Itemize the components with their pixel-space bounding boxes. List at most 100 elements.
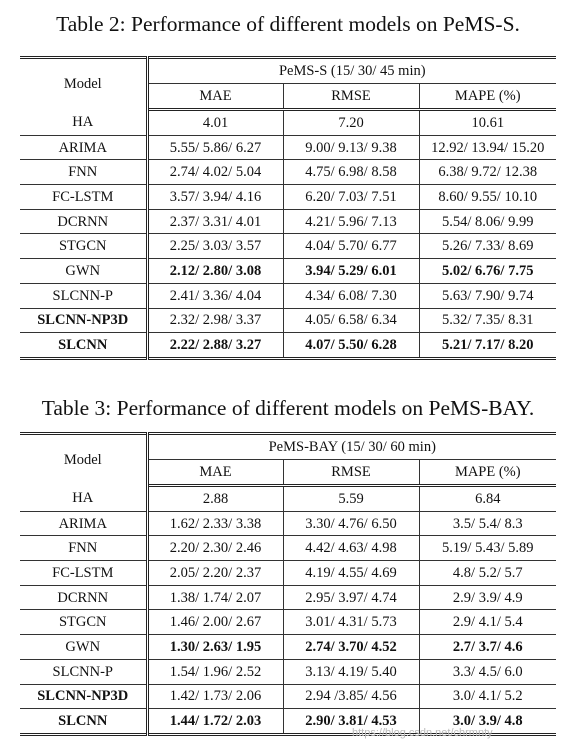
mape-value: 2.9/ 3.9/ 4.9 (418, 585, 557, 611)
model-header: Model (20, 57, 149, 110)
mae-value: 1.30/ 2.63/ 1.95 (147, 634, 283, 660)
mae-value: 1.46/ 2.00/ 2.67 (147, 609, 283, 636)
mae-value: 2.88 (147, 485, 283, 512)
mae-value: 1.44/ 1.72/ 2.03 (169, 713, 262, 730)
table-row: HA 2.88 5.59 6.84 (20, 485, 557, 512)
column-header-rmse: RMSE (282, 83, 419, 111)
mape-value: 4.8/ 5.2/ 5.7 (418, 560, 557, 586)
mape-value: 2.9/ 4.1/ 5.4 (418, 609, 557, 636)
model-name: FC-LSTM (20, 560, 149, 586)
table-row: DCRNN 2.37/ 3.31/ 4.01 4.21/ 5.96/ 7.13 … (20, 209, 557, 235)
table3: Model PeMS-BAY (15/ 30/ 60 min) MAE RMSE… (20, 432, 557, 736)
model-name: SLCNN-P (20, 659, 149, 685)
mae-value: 2.22/ 2.88/ 3.27 (169, 337, 262, 354)
table-row: FC-LSTM 2.05/ 2.20/ 2.37 4.19/ 4.55/ 4.6… (20, 560, 557, 586)
mape-value: 5.63/ 7.90/ 9.74 (418, 283, 557, 309)
table-row: FNN 2.74/ 4.02/ 5.04 4.75/ 6.98/ 8.58 6.… (20, 159, 557, 186)
rmse-value: 3.30/ 4.76/ 6.50 (282, 511, 419, 537)
rmse-value: 6.20/ 7.03/ 7.51 (282, 184, 419, 210)
mape-value: 6.84 (418, 485, 557, 512)
model-name: STGCN (20, 609, 149, 636)
rmse-value: 4.19/ 4.55/ 4.69 (282, 560, 419, 586)
mape-value: 6.38/ 9.72/ 12.38 (418, 159, 557, 186)
table-row: STGCN 1.46/ 2.00/ 2.67 3.01/ 4.31/ 5.73 … (20, 609, 557, 636)
table-row: SLCNN 1.44/ 1.72/ 2.03 2.90/ 3.81/ 4.53 … (20, 708, 557, 735)
rmse-value: 2.90/ 3.81/ 4.53 (282, 708, 419, 735)
column-header-mape: MAPE (%) (418, 459, 557, 487)
mae-value: 2.37/ 3.31/ 4.01 (147, 209, 283, 235)
rmse-value: 4.34/ 6.08/ 7.30 (282, 283, 419, 309)
mae-value: 1.62/ 2.33/ 3.38 (147, 511, 283, 537)
mae-value: 4.01 (147, 109, 283, 136)
dataset-group-header: PeMS-BAY (15/ 30/ 60 min) (147, 433, 557, 460)
mape-value: 5.02/ 6.76/ 7.75 (418, 258, 557, 284)
rmse-value: 2.74/ 3.70/ 4.52 (282, 634, 419, 660)
mae-value: 2.12/ 2.80/ 3.08 (147, 258, 283, 284)
watermark: https://blog.csdn.net/chrmnty (352, 727, 493, 739)
table-row: STGCN 2.25/ 3.03/ 3.57 4.04/ 5.70/ 6.77 … (20, 233, 557, 260)
table-row: DCRNN 1.38/ 1.74/ 2.07 2.95/ 3.97/ 4.74 … (20, 585, 557, 611)
table2: Model PeMS-S (15/ 30/ 45 min) MAE RMSE M… (20, 56, 557, 360)
table-row: FC-LSTM 3.57/ 3.94/ 4.16 6.20/ 7.03/ 7.5… (20, 184, 557, 210)
table-row: ARIMA 5.55/ 5.86/ 6.27 9.00/ 9.13/ 9.38 … (20, 135, 557, 161)
model-name: ARIMA (20, 511, 149, 537)
mape-value: 5.32/ 7.35/ 8.31 (418, 308, 557, 334)
table-row: GWN 2.12/ 2.80/ 3.08 3.94/ 5.29/ 6.01 5.… (20, 258, 557, 284)
column-header-rmse: RMSE (282, 459, 419, 487)
mape-value: 10.61 (418, 109, 557, 136)
mape-value: 5.19/ 5.43/ 5.89 (418, 535, 557, 562)
mae-value: 1.38/ 1.74/ 2.07 (147, 585, 283, 611)
model-name: ARIMA (20, 135, 149, 161)
rmse-value: 3.01/ 4.31/ 5.73 (282, 609, 419, 636)
model-header: Model (20, 433, 149, 486)
rmse-value: 3.13/ 4.19/ 5.40 (282, 659, 419, 685)
model-name: DCRNN (20, 209, 149, 235)
table-row: HA 4.01 7.20 10.61 (20, 109, 557, 136)
table-row: ARIMA 1.62/ 2.33/ 3.38 3.30/ 4.76/ 6.50 … (20, 511, 557, 537)
table3-caption: Table 3: Performance of different models… (41, 396, 535, 420)
column-header-mae: MAE (147, 83, 283, 111)
mae-value: 2.05/ 2.20/ 2.37 (147, 560, 283, 586)
table-row: SLCNN-P 1.54/ 1.96/ 2.52 3.13/ 4.19/ 5.4… (20, 659, 557, 685)
mae-value: 2.20/ 2.30/ 2.46 (147, 535, 283, 562)
mape-value: 5.21/ 7.17/ 8.20 (418, 332, 557, 359)
mae-value: 2.74/ 4.02/ 5.04 (147, 159, 283, 186)
model-name: SLCNN-NP3D (20, 684, 149, 710)
dataset-group-header: PeMS-S (15/ 30/ 45 min) (147, 57, 557, 84)
rmse-value: 2.94 /3.85/ 4.56 (282, 684, 419, 710)
table-row: FNN 2.20/ 2.30/ 2.46 4.42/ 4.63/ 4.98 5.… (20, 535, 557, 562)
model-name: GWN (20, 634, 149, 660)
mape-value: 3.5/ 5.4/ 8.3 (418, 511, 557, 537)
rmse-value: 4.04/ 5.70/ 6.77 (282, 233, 419, 260)
model-name: FNN (20, 159, 149, 186)
model-name: GWN (20, 258, 149, 284)
rmse-value: 4.21/ 5.96/ 7.13 (282, 209, 419, 235)
rmse-value: 4.75/ 6.98/ 8.58 (282, 159, 419, 186)
rmse-value: 4.05/ 6.58/ 6.34 (282, 308, 419, 334)
mape-value: 3.0/ 4.1/ 5.2 (418, 684, 557, 710)
table-row: SLCNN-NP3D 1.42/ 1.73/ 2.06 2.94 /3.85/ … (20, 684, 557, 710)
model-name: SLCNN (20, 332, 149, 359)
table-row: SLCNN-NP3D 2.32/ 2.98/ 3.37 4.05/ 6.58/ … (20, 308, 557, 334)
column-header-mape: MAPE (%) (418, 83, 557, 111)
rmse-value: 7.20 (282, 109, 419, 136)
rmse-value: 2.95/ 3.97/ 4.74 (282, 585, 419, 611)
model-name: STGCN (20, 233, 149, 260)
mape-value: 12.92/ 13.94/ 15.20 (418, 135, 557, 161)
mae-value: 2.41/ 3.36/ 4.04 (147, 283, 283, 309)
mae-value: 2.25/ 3.03/ 3.57 (147, 233, 283, 260)
table-row: SLCNN-P 2.41/ 3.36/ 4.04 4.34/ 6.08/ 7.3… (20, 283, 557, 309)
mape-value: 5.26/ 7.33/ 8.69 (418, 233, 557, 260)
mape-value: 3.0/ 3.9/ 4.8 (418, 708, 557, 735)
model-name: SLCNN-P (20, 283, 149, 309)
column-header-mae: MAE (147, 459, 283, 487)
rmse-value: 4.42/ 4.63/ 4.98 (282, 535, 419, 562)
mae-value: 3.57/ 3.94/ 4.16 (147, 184, 283, 210)
table-row: GWN 1.30/ 2.63/ 1.95 2.74/ 3.70/ 4.52 2.… (20, 634, 557, 660)
mape-value: 3.3/ 4.5/ 6.0 (418, 659, 557, 685)
mae-value: 2.32/ 2.98/ 3.37 (147, 308, 283, 334)
mae-value: 1.54/ 1.96/ 2.52 (147, 659, 283, 685)
rmse-value: 5.59 (282, 485, 419, 512)
model-name: HA (20, 485, 149, 512)
model-name: FNN (20, 535, 149, 562)
